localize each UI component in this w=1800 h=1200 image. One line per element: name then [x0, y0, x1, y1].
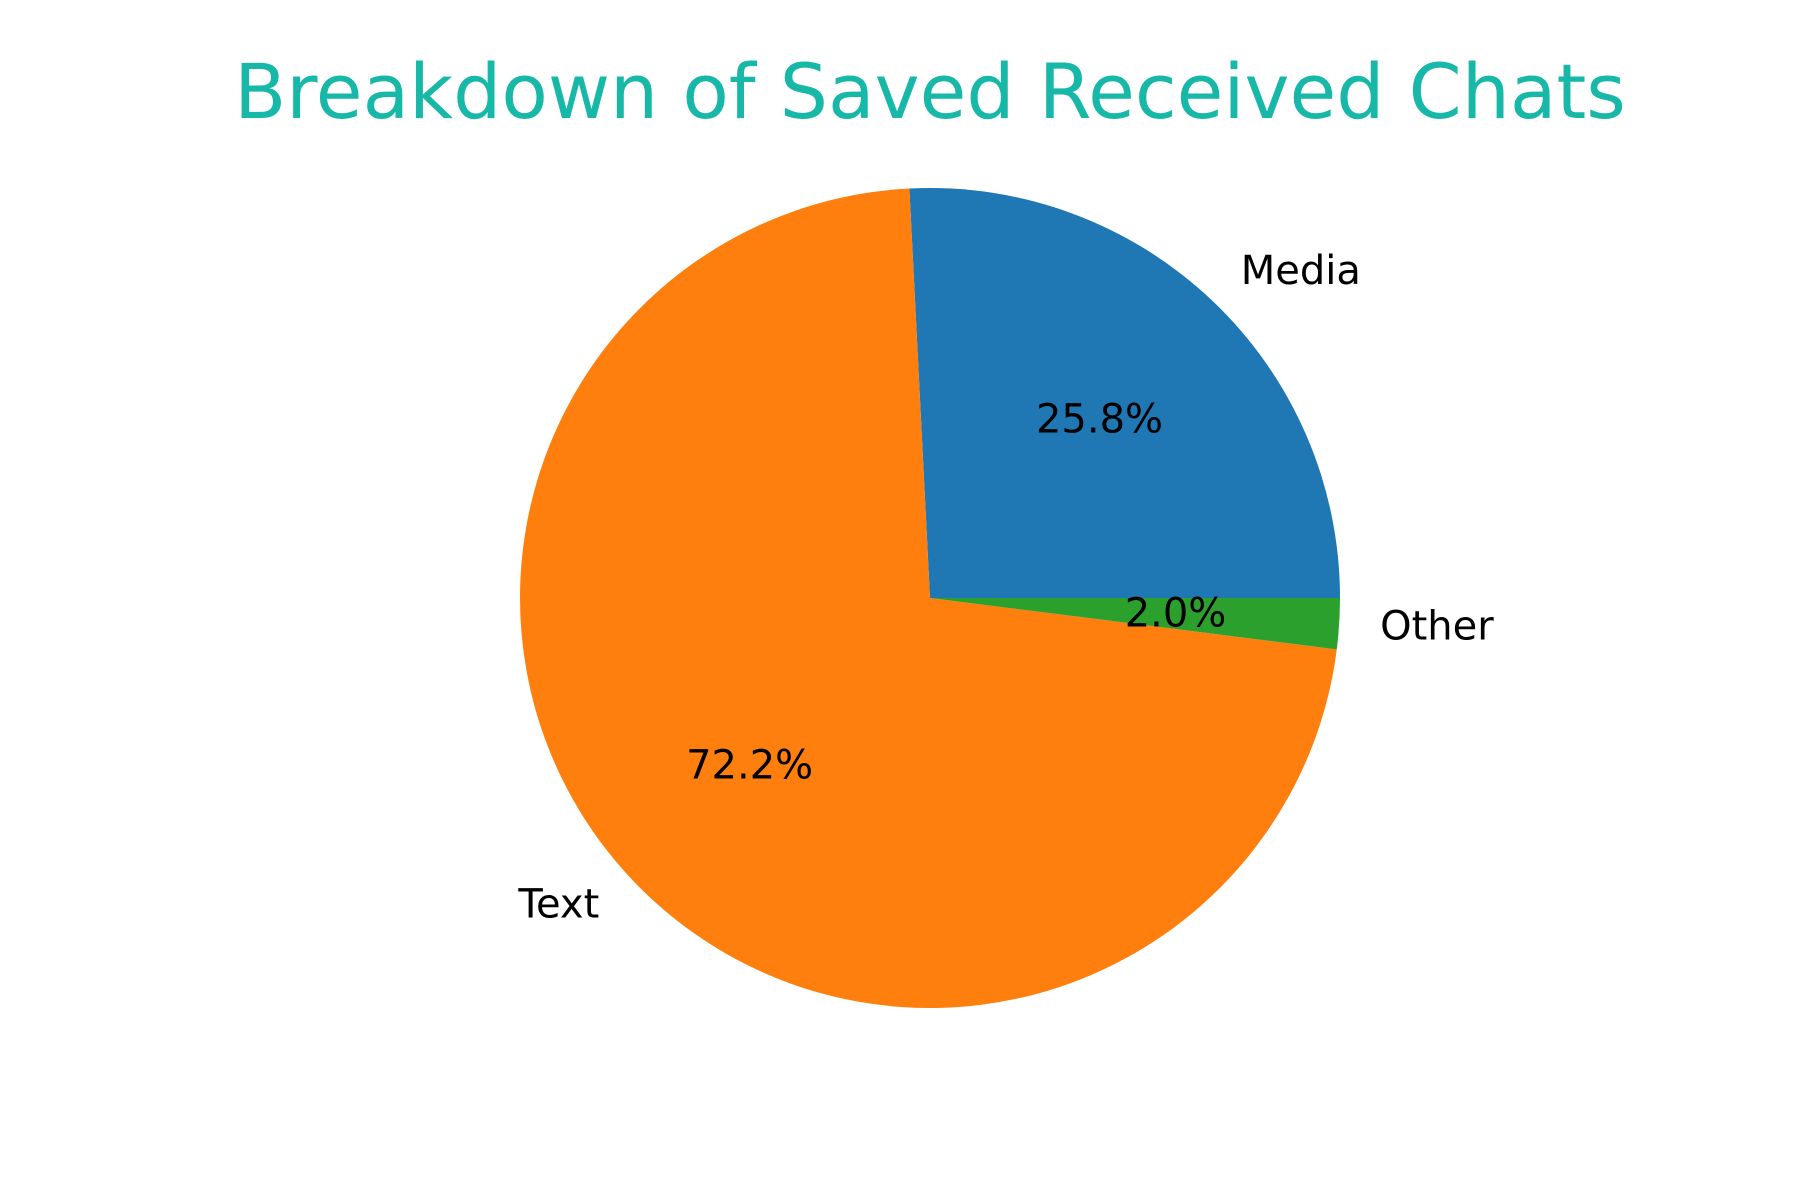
slice-label-other: Other [1380, 603, 1494, 649]
pie-slice-other [930, 598, 1340, 650]
slices-layer [519, 187, 1340, 1009]
chart-title: Breakdown of Saved Received Chats [234, 47, 1626, 136]
pct-label-media: 25.8% [1036, 397, 1163, 443]
pie-slice-media [909, 187, 1340, 598]
slice-label-text: Text [517, 882, 599, 928]
pct-label-other: 2.0% [1125, 590, 1227, 636]
labels-layer: 25.8% Media 72.2% Text 2.0% Other [517, 248, 1494, 927]
pct-label-text: 72.2% [686, 742, 813, 788]
pie-slice-text [519, 188, 1337, 1009]
slice-label-media: Media [1241, 248, 1361, 294]
